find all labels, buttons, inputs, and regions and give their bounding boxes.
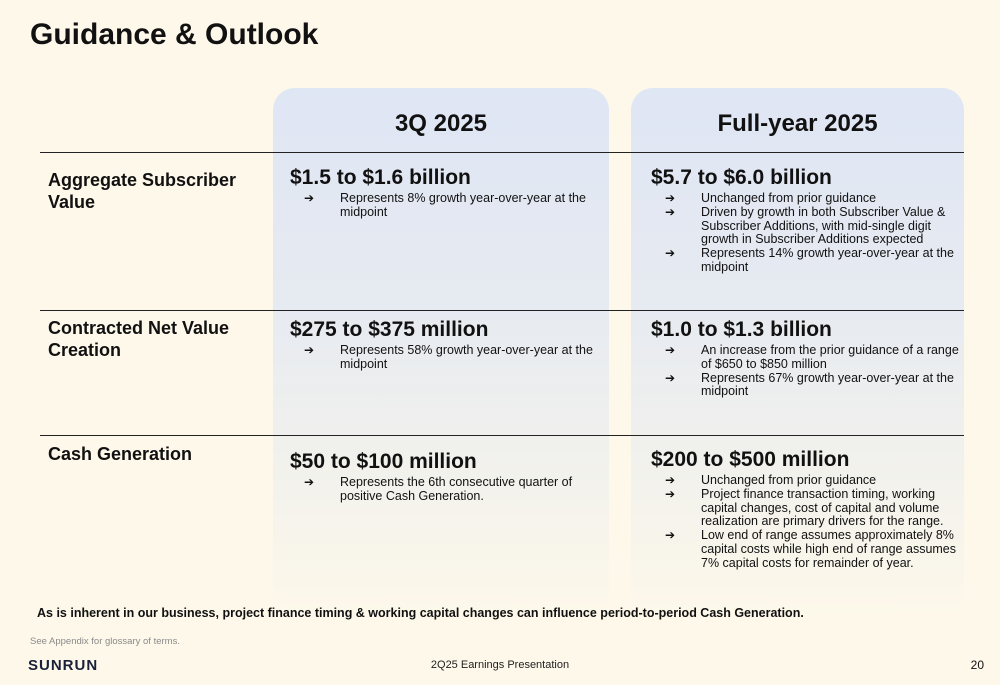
arrow-icon: ➔ bbox=[665, 486, 676, 501]
guidance-value: $5.7 to $6.0 billion bbox=[651, 166, 832, 189]
arrow-icon: ➔ bbox=[304, 191, 315, 205]
arrow-icon: ➔ bbox=[304, 475, 315, 489]
arrow-icon: ➔ bbox=[665, 370, 676, 385]
bullet-item: ➔ Represents the 6th consecutive quarter … bbox=[304, 475, 573, 503]
arrow-icon: ➔ bbox=[665, 473, 676, 487]
bullet-item: ➔ Represents 67% growth year-over-year at… bbox=[665, 370, 954, 399]
row-label-cash-generation: Cash Generation bbox=[48, 444, 193, 464]
bullet-item: ➔ Low end of range assumes approximately … bbox=[665, 528, 957, 570]
arrow-icon: ➔ bbox=[665, 204, 676, 219]
cell-fy-contracted-net-value-creation: $1.0 to $1.3 billion ➔ An increase from t… bbox=[651, 318, 961, 399]
bullet-item: ➔ Represents 58% growth year-over-year at… bbox=[304, 343, 593, 371]
cell-3q-aggregate-subscriber-value: $1.5 to $1.6 billion ➔ Represents 8% grow… bbox=[290, 166, 595, 220]
bullet-item: ➔ An increase from the prior guidance of … bbox=[665, 343, 959, 371]
cell-fy-cash-generation: $200 to $500 million ➔ Unchanged from pri… bbox=[651, 448, 961, 571]
guidance-value: $1.0 to $1.3 billion bbox=[651, 318, 832, 341]
page-title: Guidance & Outlook bbox=[30, 18, 319, 51]
sunrun-logo: SUNRUN bbox=[28, 657, 99, 674]
cell-fy-aggregate-subscriber-value: $5.7 to $6.0 billion ➔ Unchanged from pri… bbox=[651, 166, 961, 275]
bullet-item: ➔ Driven by growth in both Subscriber Val… bbox=[665, 204, 946, 247]
cell-3q-cash-generation: $50 to $100 million ➔ Represents the 6th … bbox=[290, 450, 595, 504]
row-label-contracted-net-value-creation: Contracted Net Value Creation bbox=[48, 318, 230, 360]
row-label-aggregate-subscriber-value: Aggregate Subscriber Value bbox=[48, 170, 237, 212]
divider bbox=[40, 310, 964, 311]
cell-3q-contracted-net-value-creation: $275 to $375 million ➔ Represents 58% gro… bbox=[290, 318, 595, 372]
page-number: 20 bbox=[970, 658, 984, 672]
footer-presentation-title: 2Q25 Earnings Presentation bbox=[430, 659, 570, 671]
cash-generation-note: As is inherent in our business, project … bbox=[37, 606, 804, 620]
guidance-value: $50 to $100 million bbox=[290, 450, 477, 473]
bullet-item: ➔ Unchanged from prior guidance bbox=[665, 473, 877, 487]
arrow-icon: ➔ bbox=[665, 528, 676, 543]
divider bbox=[40, 152, 964, 153]
bullet-item: ➔ Project finance transaction timing, wor… bbox=[665, 486, 944, 529]
guidance-value: $200 to $500 million bbox=[651, 448, 850, 471]
arrow-icon: ➔ bbox=[304, 343, 315, 357]
arrow-icon: ➔ bbox=[665, 343, 676, 357]
column-header-3q: 3Q 2025 bbox=[394, 110, 488, 137]
bullet-item: ➔ Represents 8% growth year-over-year at … bbox=[304, 191, 586, 219]
arrow-icon: ➔ bbox=[665, 191, 676, 205]
column-background-3q bbox=[273, 88, 609, 618]
divider bbox=[40, 435, 964, 436]
column-header-full-year: Full-year 2025 bbox=[717, 110, 878, 137]
guidance-value: $1.5 to $1.6 billion bbox=[290, 166, 471, 189]
bullet-item: ➔ Unchanged from prior guidance bbox=[665, 191, 877, 205]
bullet-item: ➔ Represents 14% growth year-over-year at… bbox=[665, 246, 954, 274]
appendix-note: See Appendix for glossary of terms. bbox=[30, 636, 180, 647]
column-background-full-year bbox=[631, 88, 964, 618]
arrow-icon: ➔ bbox=[665, 246, 676, 261]
guidance-value: $275 to $375 million bbox=[290, 318, 489, 341]
